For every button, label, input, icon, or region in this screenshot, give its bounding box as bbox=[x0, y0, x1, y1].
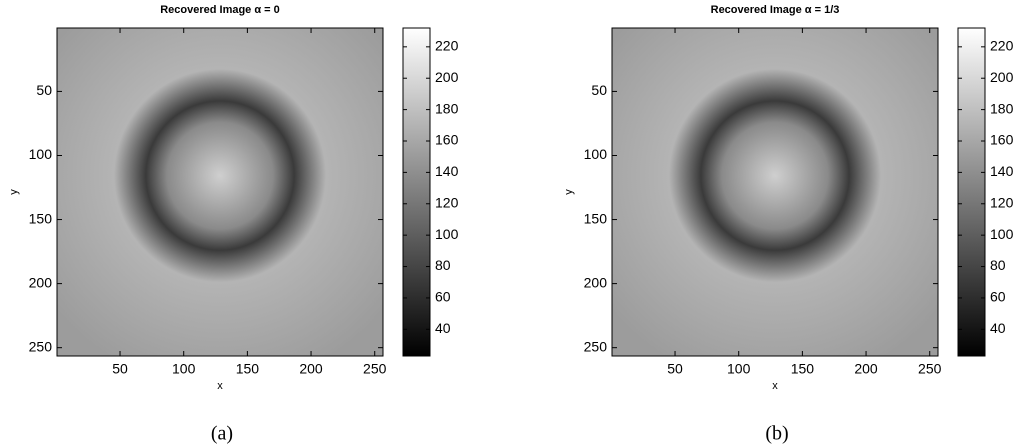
x-tick-label: 150 bbox=[236, 361, 260, 377]
y-tick-label: 200 bbox=[29, 274, 53, 290]
colorbar-tick-label: 180 bbox=[990, 100, 1014, 116]
x-tick-label: 250 bbox=[918, 361, 942, 377]
y-axis-label: y bbox=[8, 189, 20, 195]
y-tick-label: 200 bbox=[584, 274, 608, 290]
colorbar-tick-label: 100 bbox=[990, 226, 1014, 242]
x-tick-label: 100 bbox=[172, 361, 196, 377]
colorbar-tick-label: 220 bbox=[435, 38, 459, 54]
x-tick-label: 150 bbox=[791, 361, 815, 377]
colorbar-tick-label: 80 bbox=[990, 257, 1006, 273]
colorbar-tick-label: 120 bbox=[435, 194, 459, 210]
colorbar-tick-label: 220 bbox=[990, 38, 1014, 54]
caption: (b) bbox=[765, 423, 788, 445]
x-tick-label: 50 bbox=[112, 361, 128, 377]
chart-title: Recovered Image α = 1/3 bbox=[711, 4, 840, 16]
colorbar-tick-label: 60 bbox=[435, 289, 451, 305]
colorbar bbox=[958, 28, 985, 356]
colorbar bbox=[403, 28, 430, 356]
image bbox=[57, 28, 383, 356]
y-tick-label: 100 bbox=[584, 146, 608, 162]
x-tick-label: 250 bbox=[363, 361, 387, 377]
y-tick-label: 150 bbox=[29, 210, 53, 226]
x-tick-label: 200 bbox=[854, 361, 878, 377]
colorbar-tick-label: 60 bbox=[990, 289, 1006, 305]
colorbar-tick-label: 120 bbox=[990, 194, 1014, 210]
x-axis-label: x bbox=[217, 380, 223, 392]
colorbar-tick-label: 160 bbox=[990, 132, 1014, 148]
colorbar-tick-label: 140 bbox=[990, 163, 1014, 179]
colorbar-tick-label: 40 bbox=[990, 320, 1006, 336]
x-tick-label: 200 bbox=[299, 361, 323, 377]
y-tick-label: 50 bbox=[591, 82, 607, 98]
chart-title: Recovered Image α = 0 bbox=[160, 4, 280, 16]
y-tick-label: 250 bbox=[29, 338, 53, 354]
colorbar-tick-label: 80 bbox=[435, 257, 451, 273]
x-axis-label: x bbox=[772, 380, 778, 392]
x-tick-label: 50 bbox=[667, 361, 683, 377]
colorbar-tick-label: 160 bbox=[435, 132, 459, 148]
colorbar-tick-label: 200 bbox=[435, 69, 459, 85]
y-tick-label: 50 bbox=[36, 82, 52, 98]
colorbar-tick-label: 140 bbox=[435, 163, 459, 179]
y-tick-label: 100 bbox=[29, 146, 53, 162]
colorbar-tick-label: 100 bbox=[435, 226, 459, 242]
y-tick-label: 150 bbox=[584, 210, 608, 226]
image bbox=[612, 28, 938, 356]
colorbar-tick-label: 200 bbox=[990, 69, 1014, 85]
caption: (a) bbox=[211, 423, 233, 445]
y-tick-label: 250 bbox=[584, 338, 608, 354]
figure: Recovered Image α = 0 50 100 150 200 250 50 100… bbox=[0, 0, 1023, 448]
x-tick-label: 100 bbox=[727, 361, 751, 377]
page: {"chart_data": [ {"type": "image", "titl… bbox=[0, 0, 1023, 448]
colorbar-tick-label: 40 bbox=[435, 320, 451, 336]
colorbar-tick-label: 180 bbox=[435, 100, 459, 116]
y-axis-label: y bbox=[563, 189, 575, 195]
